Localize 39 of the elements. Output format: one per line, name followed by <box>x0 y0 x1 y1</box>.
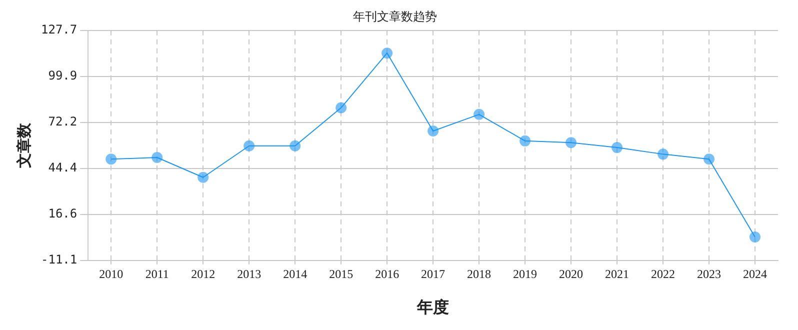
x-tick-label: 2024 <box>743 266 768 281</box>
point <box>612 142 623 154</box>
point <box>198 172 209 183</box>
y-tick-label: 127.7 <box>41 22 78 37</box>
x-axis-title: 年度 <box>416 298 450 317</box>
point <box>244 140 255 152</box>
y-tick-label: 72.2 <box>48 114 78 128</box>
x-tick-label: 2019 <box>513 266 538 281</box>
x-tick-label: 2010 <box>99 266 124 281</box>
x-tick-label: 2011 <box>145 266 169 281</box>
x-tick-label: 2012 <box>191 266 216 281</box>
point <box>428 125 439 136</box>
point <box>152 152 163 163</box>
point <box>474 108 485 120</box>
point <box>566 137 577 148</box>
chart-title: 年刊文章数趋势 <box>353 9 437 24</box>
y-tick-label: 99.9 <box>48 68 78 83</box>
x-tick-label: 2013 <box>237 266 262 281</box>
x-tick-label: 2023 <box>697 266 722 281</box>
point <box>658 148 669 160</box>
x-tick-label: 2020 <box>559 266 584 281</box>
y-axis-title: 文章数 <box>14 122 33 169</box>
point <box>336 102 347 114</box>
y-tick-label: 44.4 <box>48 160 78 175</box>
x-tick-label: 2016 <box>375 266 400 281</box>
x-tick-label: 2022 <box>651 266 676 281</box>
point <box>704 154 715 165</box>
point <box>520 135 531 146</box>
x-tick-label: 2017 <box>421 266 446 281</box>
x-tick-label: 2014 <box>283 266 308 281</box>
x-tick-label: 2018 <box>467 266 492 281</box>
point <box>750 232 761 243</box>
point <box>382 48 393 59</box>
x-tick-label: 2021 <box>605 266 630 281</box>
x-tick-label: 2015 <box>329 266 354 281</box>
point <box>290 140 301 152</box>
y-tick-label: -11.1 <box>41 252 78 267</box>
point <box>106 154 117 165</box>
y-tick-label: 16.6 <box>48 206 78 221</box>
